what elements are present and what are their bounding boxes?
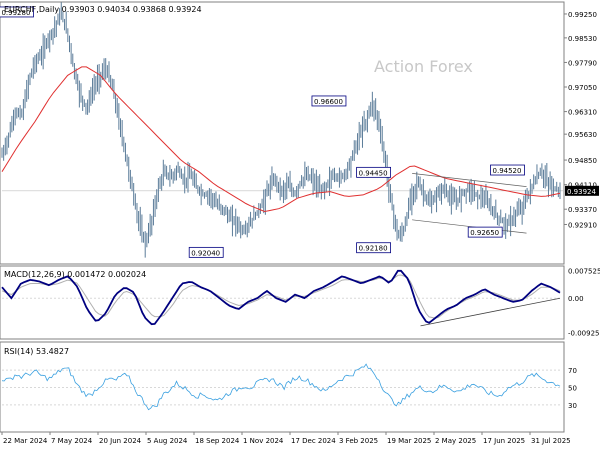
- x-axis-ticks: 22 Mar 2024 7 May 2024 20 Jun 2024 5 Aug 20…: [1, 432, 571, 445]
- macd-title: MACD(12,26,9) 0.001472 0.002024: [4, 270, 146, 279]
- upper-trendline: [412, 172, 527, 187]
- price-y-tick-label: 0.97790: [568, 59, 597, 67]
- x-tick-label: 22 Mar 2024: [3, 437, 48, 445]
- rsi-line: [1, 363, 561, 411]
- price-label-box: [0, 6, 34, 18]
- price-label-box: [356, 242, 392, 254]
- price-label: 0.92180: [359, 245, 388, 253]
- price-y-tick-label: 0.97050: [568, 84, 597, 92]
- moving-average: [1, 66, 561, 213]
- watermark: Action Forex: [374, 57, 473, 76]
- y-axis-ticks: 0.92910 0.93370 0.94110 0.94850 0.95630 0.963…: [564, 11, 600, 410]
- rsi-line: [1, 363, 561, 411]
- price-bars: [1, 2, 561, 258]
- price-y-tick-label: 0.95630: [568, 131, 597, 139]
- x-tick-label: 7 May 2024: [51, 437, 93, 445]
- macd-y-tick-label: 0.00: [568, 295, 584, 303]
- price-label-box: [467, 226, 503, 238]
- price-y-tick-label: 0.94110: [568, 182, 597, 190]
- rsi-title: RSI(14) 53.4827: [4, 347, 69, 356]
- macd-trendline: [420, 297, 561, 327]
- price-y-tick-label: 0.98530: [568, 35, 597, 43]
- x-tick-label: 18 Sep 2024: [195, 437, 240, 445]
- price-label: 0.92040: [191, 249, 220, 257]
- price-labels: 0.99280 0.92040 0.96600 0.94450 0.92180 0.926…: [0, 6, 525, 258]
- price-label: 0.96600: [314, 98, 343, 106]
- macd-y-tick-label: 0.007525: [568, 267, 600, 275]
- price-label-box: [490, 164, 525, 176]
- x-tick-label: 20 Jun 2024: [99, 437, 142, 445]
- price-label: 0.94450: [359, 169, 388, 177]
- price-y-tick-label: 0.96310: [568, 109, 597, 117]
- current-price-label: 0.93924: [567, 188, 596, 196]
- price-label-box: [188, 246, 224, 258]
- price-y-tick-label: 0.93370: [568, 206, 597, 214]
- x-tick-label: 1 Nov 2024: [243, 437, 284, 445]
- price-panel-frame: [0, 1, 565, 265]
- macd-lines: [1, 269, 561, 326]
- x-tick-label: 19 Mar 2025: [387, 437, 431, 445]
- x-tick-label: 2 May 2025: [435, 437, 476, 445]
- macd-y-tick-label: -0.009252: [568, 329, 600, 337]
- macd-line: [1, 269, 561, 326]
- price-label: 0.94520: [493, 167, 522, 175]
- price-y-tick-label: 0.99250: [568, 11, 597, 19]
- price-label-box: [356, 166, 392, 178]
- current-price-tag: [565, 185, 599, 196]
- rsi-y-tick-label: 50: [568, 385, 577, 393]
- symbol-header: EURCHF,Daily 0.93903 0.94034 0.93868 0.9…: [4, 5, 202, 14]
- macd-panel-frame: [0, 265, 565, 340]
- lower-trendline: [412, 219, 527, 234]
- price-label: 0.92650: [470, 229, 499, 237]
- price-y-tick-label: 0.94850: [568, 157, 597, 165]
- moving-average-line: [1, 66, 561, 213]
- trendlines: [412, 172, 561, 327]
- rsi-y-tick-label: 30: [568, 402, 577, 410]
- price-label-box: [311, 95, 347, 107]
- x-tick-label: 5 Aug 2024: [147, 437, 188, 445]
- price-label: 0.99280: [1, 9, 30, 17]
- x-tick-label: 17 Jun 2025: [483, 437, 525, 445]
- x-tick-label: 31 Jul 2025: [531, 437, 571, 445]
- macd-signal-line: [1, 274, 561, 319]
- price-y-tick-label: 0.92910: [568, 221, 597, 229]
- rsi-y-tick-label: 70: [568, 367, 577, 375]
- x-tick-label: 3 Feb 2025: [339, 437, 378, 445]
- x-tick-label: 17 Dec 2024: [291, 437, 336, 445]
